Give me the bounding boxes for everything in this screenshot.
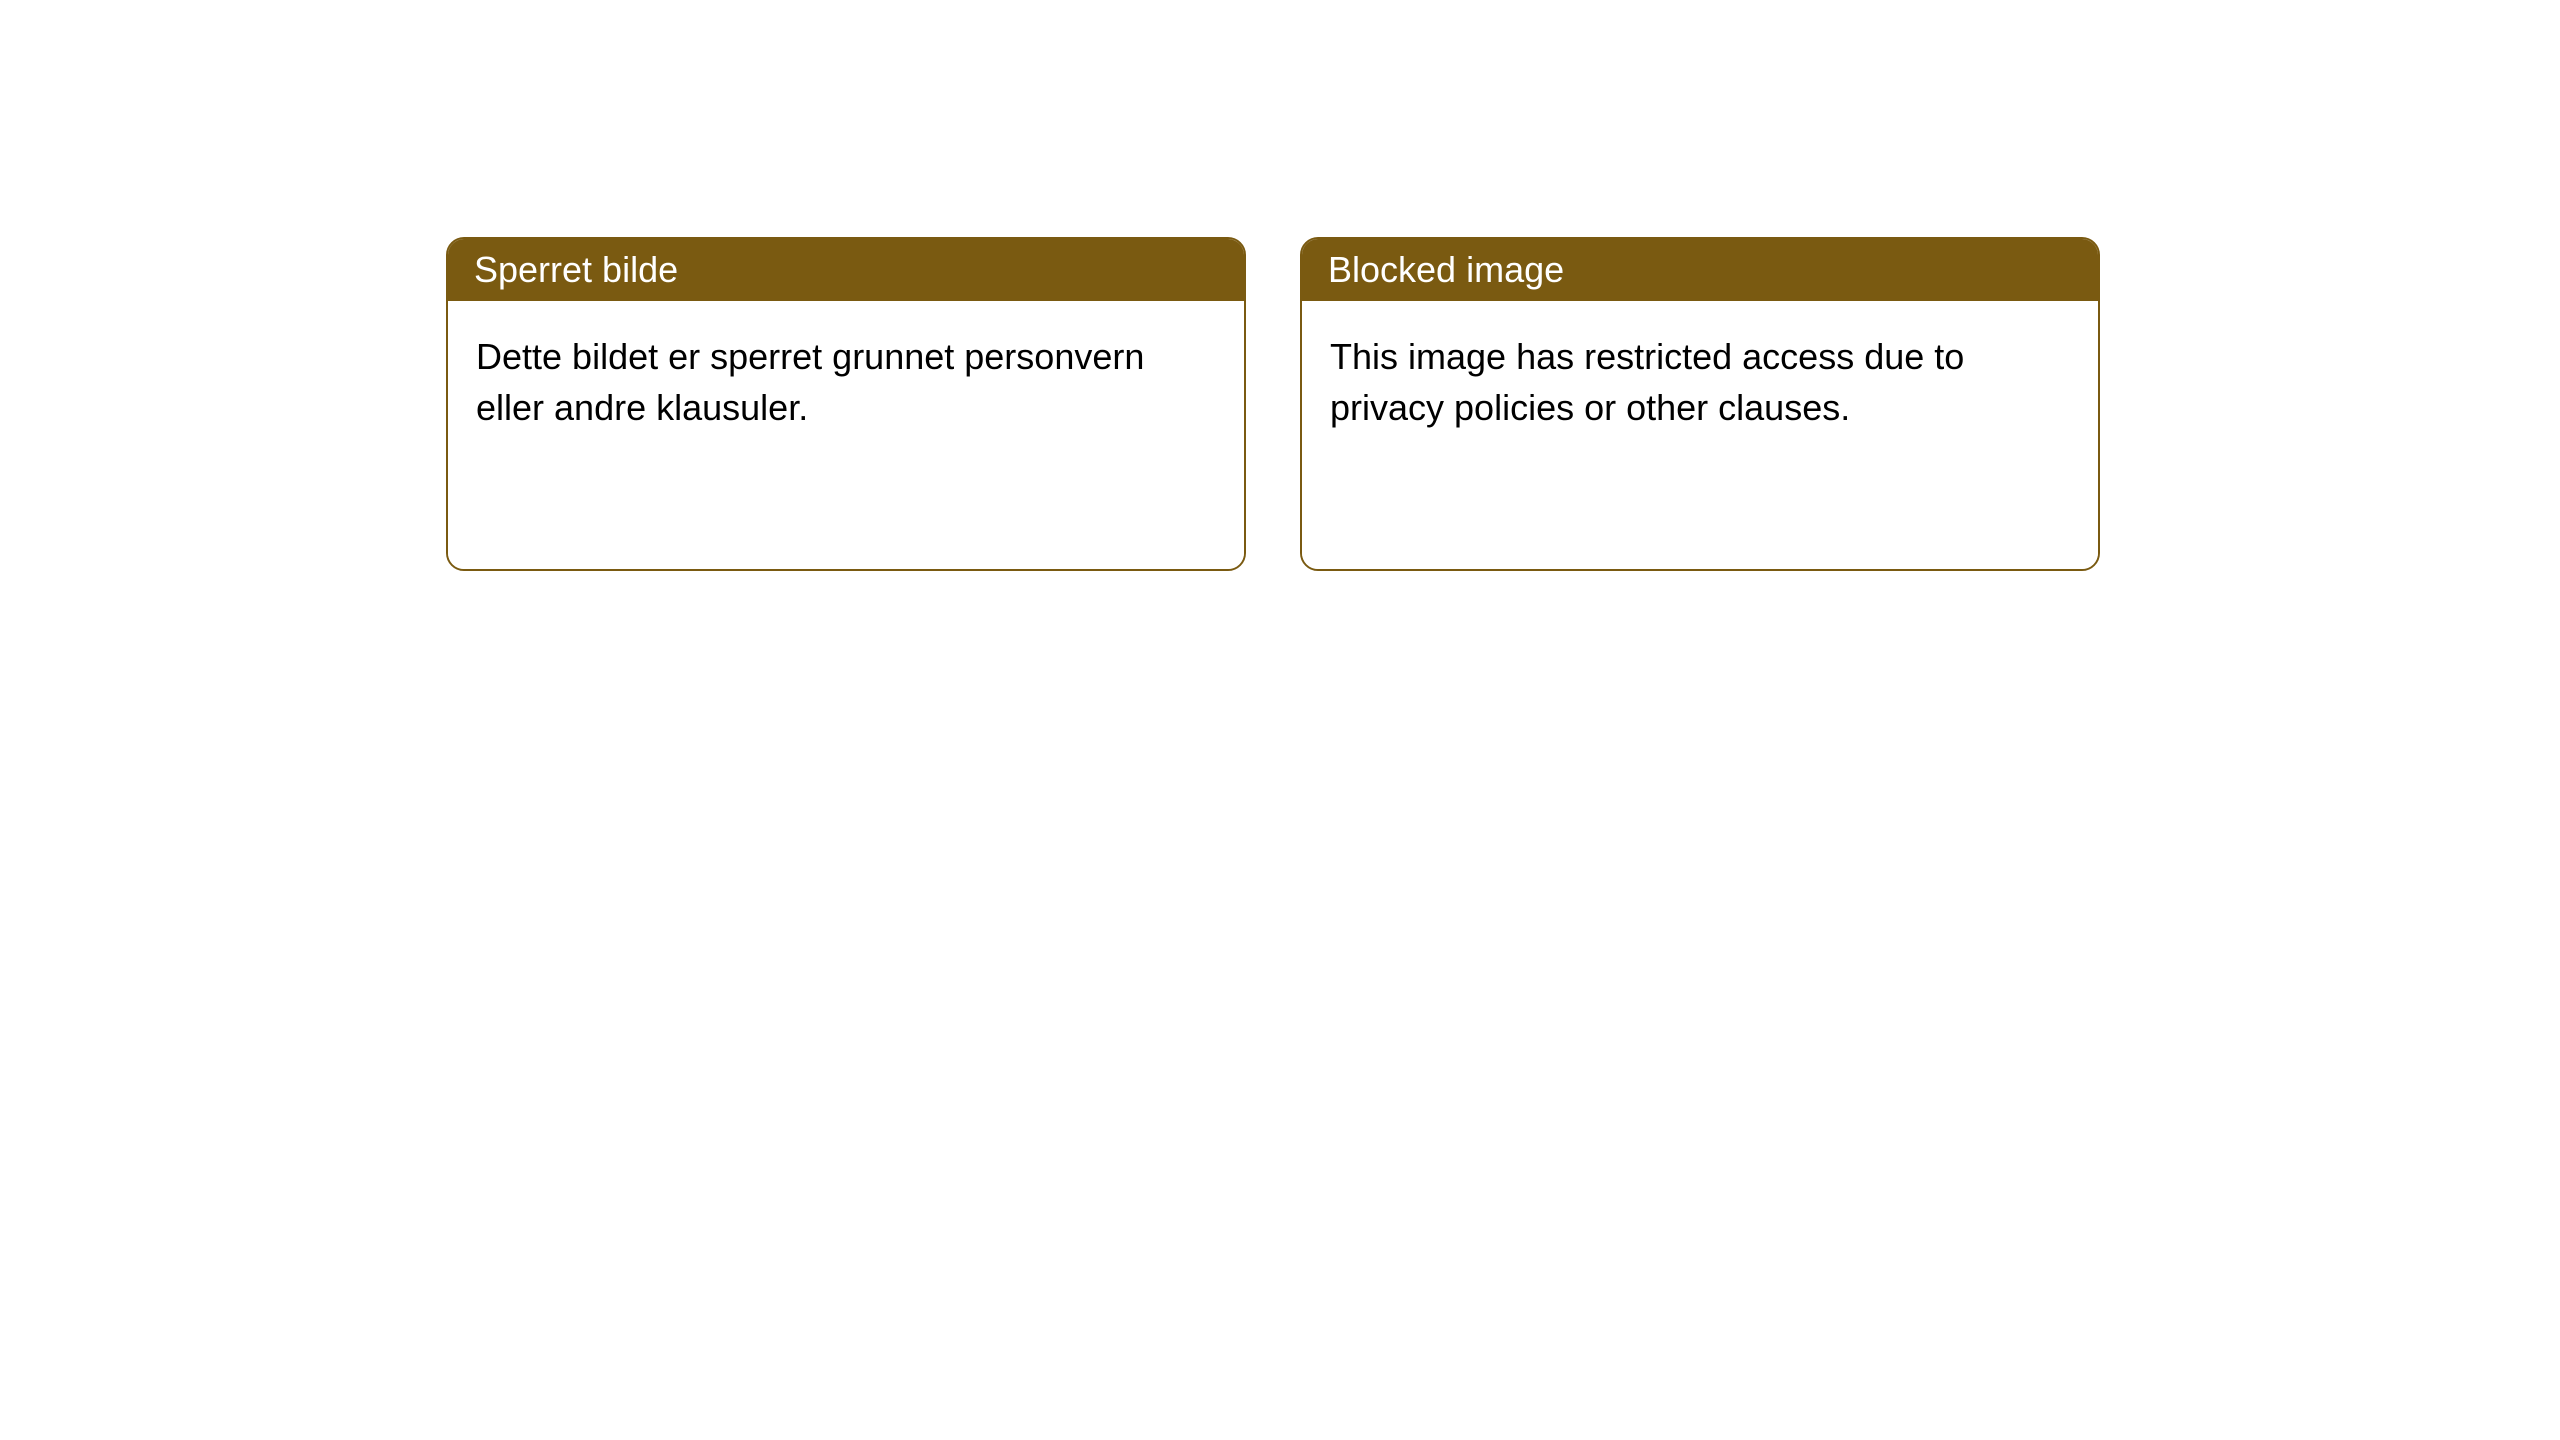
notice-header-text: Blocked image: [1328, 249, 1564, 290]
notice-header: Sperret bilde: [448, 239, 1244, 301]
notice-card-norwegian: Sperret bilde Dette bildet er sperret gr…: [446, 237, 1246, 571]
notice-body: Dette bildet er sperret grunnet personve…: [448, 301, 1244, 569]
notice-body-text: Dette bildet er sperret grunnet personve…: [476, 336, 1144, 428]
notice-header-text: Sperret bilde: [474, 249, 678, 290]
notice-container: Sperret bilde Dette bildet er sperret gr…: [446, 237, 2100, 571]
notice-body: This image has restricted access due to …: [1302, 301, 2098, 569]
notice-card-english: Blocked image This image has restricted …: [1300, 237, 2100, 571]
notice-body-text: This image has restricted access due to …: [1330, 336, 1964, 428]
notice-header: Blocked image: [1302, 239, 2098, 301]
